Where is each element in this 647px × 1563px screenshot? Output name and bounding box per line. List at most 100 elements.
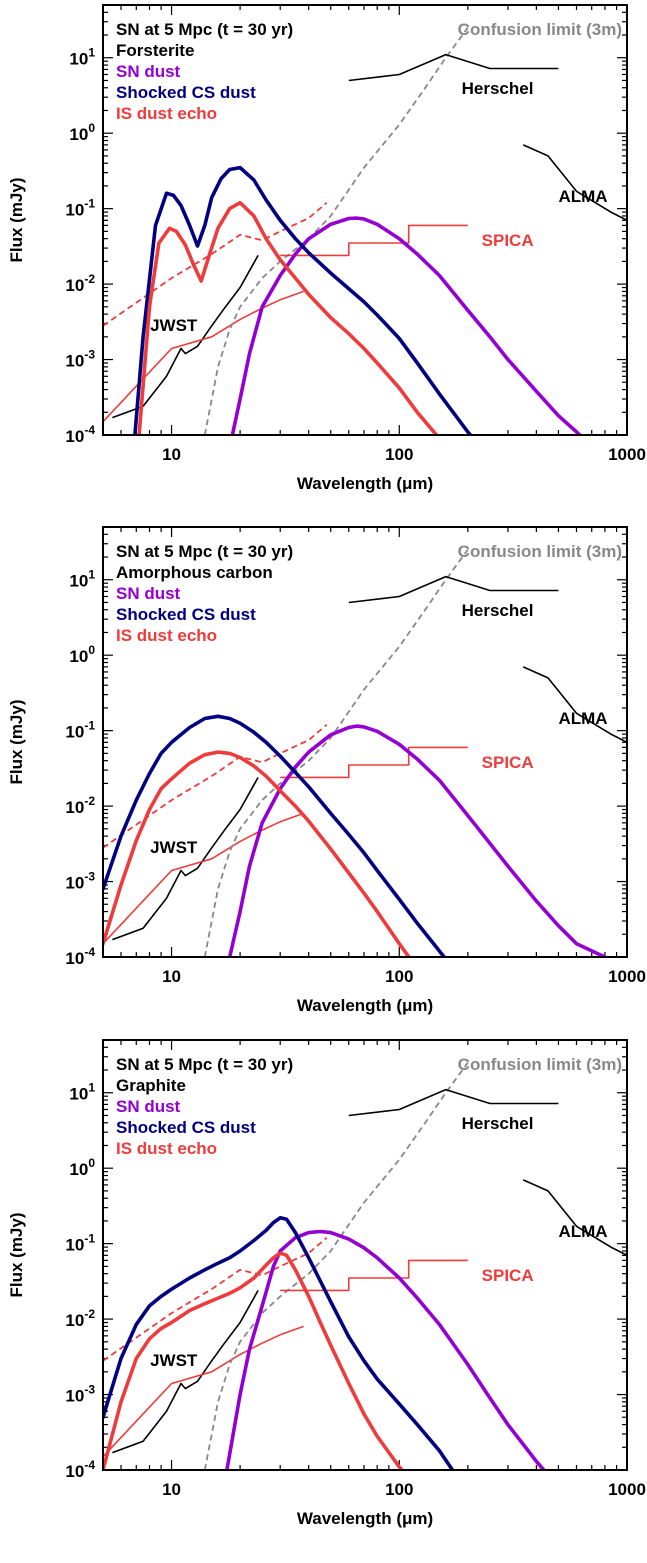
series-line-shocked-cs-dust — [133, 165, 473, 435]
annotation-alma: ALMA — [558, 709, 607, 728]
annotation-herschel: Herschel — [462, 601, 534, 620]
legend-entry: IS dust echo — [116, 1139, 217, 1158]
y-tick-label: 10-4 — [65, 423, 95, 446]
x-axis-label: Wavelength (μm) — [297, 996, 433, 1015]
chart-panel-2: 10 100 1000 10-4 10-3 10-2 10-1 100 101 Wavelengt… — [7, 526, 646, 1015]
y-axis-label: Flux (mJy) — [7, 699, 26, 784]
y-tick-label: 10-2 — [65, 1307, 95, 1330]
x-tick-label: 1000 — [608, 1480, 646, 1499]
plot-area — [103, 1062, 627, 1470]
y-tick-label: 10-2 — [65, 272, 95, 295]
instrument-line-herschel — [348, 53, 559, 82]
annotation-jwst: JWST — [150, 838, 198, 857]
annotation-confusion-limit-3m: Confusion limit (3m) — [458, 20, 622, 39]
legend-entry: SN dust — [116, 62, 181, 81]
instrument-line-spica — [280, 1259, 468, 1292]
legend-dust-type: Forsterite — [116, 41, 194, 60]
instrument-line-confusion-limit-3m — [203, 549, 469, 957]
x-tick-label: 100 — [385, 445, 413, 464]
chart-panel-3: 10 100 1000 10-4 10-3 10-2 10-1 100 101 Wavelengt… — [7, 1039, 646, 1528]
annotation-alma: ALMA — [558, 187, 607, 206]
plot-frame — [102, 526, 628, 958]
y-tick-label: 10-3 — [65, 348, 95, 371]
annotation-alma: ALMA — [558, 1222, 607, 1241]
annotation-confusion-limit-3m: Confusion limit (3m) — [458, 542, 622, 561]
annotation-spica: SPICA — [482, 231, 534, 250]
x-axis-label: Wavelength (μm) — [297, 1509, 433, 1528]
y-tick-label: 100 — [69, 1156, 95, 1179]
legend-header: SN at 5 Mpc (t = 30 yr) — [116, 542, 293, 561]
instrument-line-herschel — [348, 575, 559, 604]
y-tick-label: 101 — [69, 1081, 95, 1104]
x-tick-label: 10 — [162, 967, 181, 986]
y-tick-label: 101 — [69, 46, 95, 69]
legend-dust-type: Amorphous carbon — [116, 563, 273, 582]
x-axis-label: Wavelength (μm) — [297, 474, 433, 493]
x-tick-label: 10 — [162, 445, 181, 464]
y-tick-label: 10-4 — [65, 1458, 95, 1481]
instrument-line-jwst-broad — [103, 812, 304, 945]
y-tick-label: 10-3 — [65, 1383, 95, 1406]
instrument-line-jwst-broad — [103, 1325, 304, 1458]
instrument-line-alma — [522, 666, 627, 744]
chart-panel-1: 10 100 1000 10-4 10-3 10-2 10-1 100 101 Wavelengt… — [7, 4, 646, 493]
series-line-shocked-cs-dust — [103, 714, 447, 957]
series-line-sn-dust — [227, 724, 607, 957]
instrument-line-spica — [280, 746, 468, 779]
y-tick-label: 10-1 — [65, 719, 95, 742]
x-tick-label: 10 — [162, 1480, 181, 1499]
annotation-jwst: JWST — [150, 316, 198, 335]
annotation-spica: SPICA — [482, 753, 534, 772]
x-tick-label: 100 — [385, 1480, 413, 1499]
annotation-herschel: Herschel — [462, 79, 534, 98]
annotation-jwst: JWST — [150, 1351, 198, 1370]
y-tick-label: 101 — [69, 568, 95, 591]
legend-header: SN at 5 Mpc (t = 30 yr) — [116, 1055, 293, 1074]
legend-entry: Shocked CS dust — [116, 605, 256, 624]
legend-header: SN at 5 Mpc (t = 30 yr) — [116, 20, 293, 39]
legend-dust-type: Graphite — [116, 1076, 186, 1095]
y-axis-label: Flux (mJy) — [7, 1212, 26, 1297]
series-line-sn-dust — [230, 216, 583, 435]
legend-entry: IS dust echo — [116, 626, 217, 645]
plot-frame — [102, 4, 628, 436]
y-tick-label: 10-3 — [65, 870, 95, 893]
y-tick-label: 100 — [69, 643, 95, 666]
legend-entry: SN dust — [116, 584, 181, 603]
instrument-line-is-dust-echo-dashed — [103, 1237, 328, 1362]
series-line-is-dust-echo — [137, 200, 439, 435]
y-tick-label: 10-1 — [65, 197, 95, 220]
legend-entry: Shocked CS dust — [116, 83, 256, 102]
annotation-herschel: Herschel — [462, 1114, 534, 1133]
series-line-is-dust-echo — [103, 750, 412, 957]
annotation-confusion-limit-3m: Confusion limit (3m) — [458, 1055, 622, 1074]
x-tick-label: 1000 — [608, 967, 646, 986]
legend-entry: IS dust echo — [116, 104, 217, 123]
series-line-sn-dust — [225, 1229, 547, 1470]
instrument-line-is-dust-echo-dashed — [103, 202, 328, 327]
instrument-line-jwst — [112, 255, 259, 419]
instrument-line-spica — [280, 224, 468, 257]
instrument-line-jwst — [112, 1290, 259, 1454]
y-tick-label: 10-1 — [65, 1232, 95, 1255]
series-line-shocked-cs-dust — [103, 1216, 455, 1470]
plot-area — [103, 27, 627, 435]
x-tick-label: 100 — [385, 967, 413, 986]
y-tick-label: 10-2 — [65, 794, 95, 817]
plot-area — [103, 549, 627, 957]
axis-ticks — [102, 1039, 628, 1471]
instrument-line-is-dust-echo-dashed — [103, 724, 328, 849]
instrument-line-alma — [522, 144, 627, 222]
plot-frame — [102, 1039, 628, 1471]
instrument-line-jwst — [112, 777, 259, 941]
legend-entry: SN dust — [116, 1097, 181, 1116]
instrument-line-alma — [522, 1179, 627, 1257]
y-tick-label: 10-4 — [65, 945, 95, 968]
y-tick-label: 100 — [69, 121, 95, 144]
legend-entry: Shocked CS dust — [116, 1118, 256, 1137]
instrument-line-jwst-broad — [103, 290, 304, 423]
annotation-spica: SPICA — [482, 1266, 534, 1285]
series-line-is-dust-echo — [103, 1251, 405, 1470]
x-tick-label: 1000 — [608, 445, 646, 464]
